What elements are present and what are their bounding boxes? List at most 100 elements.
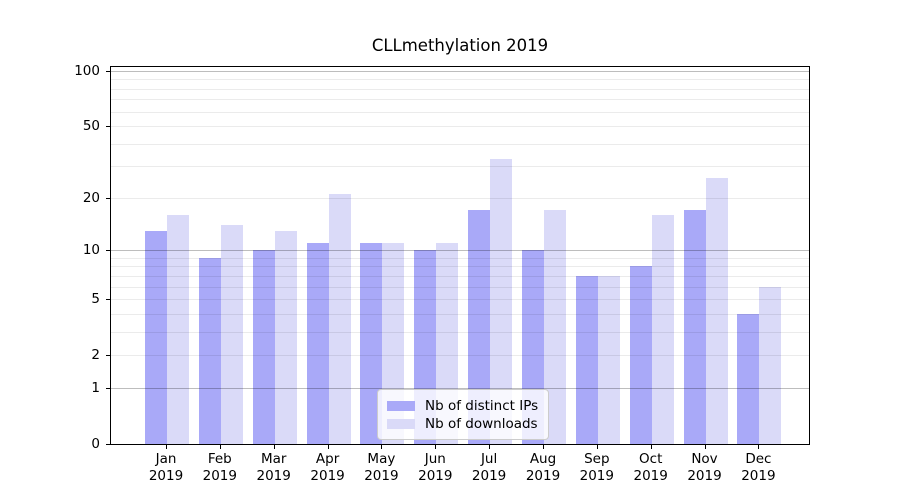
gridline-minor [111, 143, 809, 145]
x-tick-label-year: 2019 [633, 468, 668, 484]
y-tick-mark [106, 126, 110, 128]
x-tick-mark [489, 445, 491, 449]
x-tick-mark [758, 445, 760, 449]
chart-title: CLLmethylation 2019 [371, 36, 549, 55]
legend-item-downloads: Nb of downloads [387, 415, 538, 432]
x-tick-label-year: 2019 [148, 468, 184, 484]
bar-distinct-ips [198, 257, 221, 444]
x-tick-label: Apr 2019 [298, 451, 358, 485]
y-tick-mark [106, 355, 110, 357]
x-tick-label-year: 2019 [364, 468, 399, 484]
gridline-minor [111, 111, 809, 113]
gridline-minor [111, 197, 809, 199]
bar-distinct-ips [468, 210, 491, 444]
gridline-minor [111, 275, 809, 277]
gridline-minor [111, 257, 809, 259]
x-tick-label: Aug 2019 [513, 451, 573, 485]
x-tick-label: Jan 2019 [136, 451, 196, 485]
bar-downloads [651, 215, 674, 444]
gridline-minor [111, 331, 809, 333]
bar-downloads [543, 210, 566, 444]
x-tick-label-year: 2019 [418, 468, 453, 484]
x-tick-label-year: 2019 [256, 468, 291, 484]
x-tick-label-month: Nov [691, 451, 718, 467]
x-tick-label-month: May [367, 451, 396, 467]
y-tick-label: 5 [91, 291, 100, 308]
x-tick-mark [273, 445, 275, 449]
gridline-minor [111, 88, 809, 90]
gridline-major [111, 388, 809, 389]
x-tick-label-year: 2019 [525, 468, 561, 484]
bar-distinct-ips [737, 313, 760, 444]
legend-swatch-distinct-ips [387, 400, 415, 411]
bar-downloads [705, 177, 728, 444]
gridline-minor [111, 355, 809, 357]
x-tick-label-month: Oct [639, 451, 663, 467]
y-tick-label: 2 [91, 347, 100, 364]
x-tick-label-month: Jul [480, 451, 498, 467]
y-tick-label: 10 [82, 242, 100, 259]
x-tick-mark [704, 445, 706, 449]
y-tick-mark [106, 197, 110, 199]
y-tick-mark [106, 388, 110, 389]
y-tick-label: 0 [91, 436, 100, 452]
x-tick-label: Jul 2019 [459, 451, 519, 485]
legend-label-downloads: Nb of downloads [425, 415, 538, 432]
x-tick-mark [435, 445, 437, 449]
x-tick-label: Mar 2019 [244, 451, 304, 485]
legend-swatch-downloads [387, 418, 415, 429]
x-tick-mark [219, 445, 221, 449]
bar-distinct-ips [360, 243, 383, 444]
x-tick-label-year: 2019 [471, 468, 507, 484]
y-tick-label: 20 [82, 189, 100, 206]
y-tick-mark [106, 299, 110, 301]
x-tick-label-year: 2019 [579, 468, 614, 484]
gridline-minor [111, 166, 809, 168]
y-tick-label: 50 [82, 118, 100, 135]
x-tick-label: Nov 2019 [675, 451, 735, 485]
x-tick-label-month: Dec [745, 451, 772, 467]
bar-distinct-ips [629, 266, 652, 444]
gridline-major [111, 70, 809, 72]
x-tick-label-month: Feb [207, 451, 232, 467]
gridline-minor [111, 99, 809, 101]
x-tick-label: Dec 2019 [728, 451, 788, 485]
x-tick-label-year: 2019 [741, 468, 776, 484]
x-tick-mark [650, 445, 652, 449]
plot-area: Nb of distinct IPs Nb of downloads [110, 66, 810, 445]
x-tick-label-year: 2019 [687, 468, 722, 484]
legend-label-distinct-ips: Nb of distinct IPs [425, 397, 539, 414]
gridline-minor [111, 79, 809, 81]
bar-downloads [220, 225, 243, 444]
x-tick-label: May 2019 [351, 451, 411, 485]
x-tick-mark [381, 445, 383, 449]
x-tick-label-year: 2019 [310, 468, 345, 484]
gridline-minor [111, 126, 809, 128]
legend: Nb of distinct IPs Nb of downloads [377, 389, 550, 440]
y-tick-label: 100 [74, 62, 100, 79]
gridline-minor [111, 299, 809, 301]
bar-downloads [597, 275, 620, 444]
x-tick-label: Oct 2019 [621, 451, 681, 485]
x-tick-label: Sep 2019 [567, 451, 627, 485]
y-tick-mark [106, 444, 110, 445]
x-tick-label-month: Aug [529, 451, 557, 467]
x-tick-label: Feb 2019 [190, 451, 250, 485]
y-tick-label: 1 [91, 380, 100, 396]
bar-distinct-ips [683, 210, 706, 444]
x-tick-label-month: Mar [260, 451, 287, 467]
x-tick-mark [327, 445, 329, 449]
bar-distinct-ips [306, 243, 329, 444]
x-tick-label-month: Jun [424, 451, 446, 467]
legend-item-distinct-ips: Nb of distinct IPs [387, 397, 538, 414]
gridline-minor [111, 313, 809, 315]
bar-distinct-ips [145, 230, 167, 444]
gridline-major [111, 250, 809, 252]
bar-downloads [274, 230, 297, 444]
bar-downloads [490, 158, 513, 444]
x-tick-label: Jun 2019 [405, 451, 465, 485]
x-tick-label-year: 2019 [202, 468, 237, 484]
y-tick-mark [106, 70, 110, 72]
x-tick-mark [596, 445, 598, 449]
